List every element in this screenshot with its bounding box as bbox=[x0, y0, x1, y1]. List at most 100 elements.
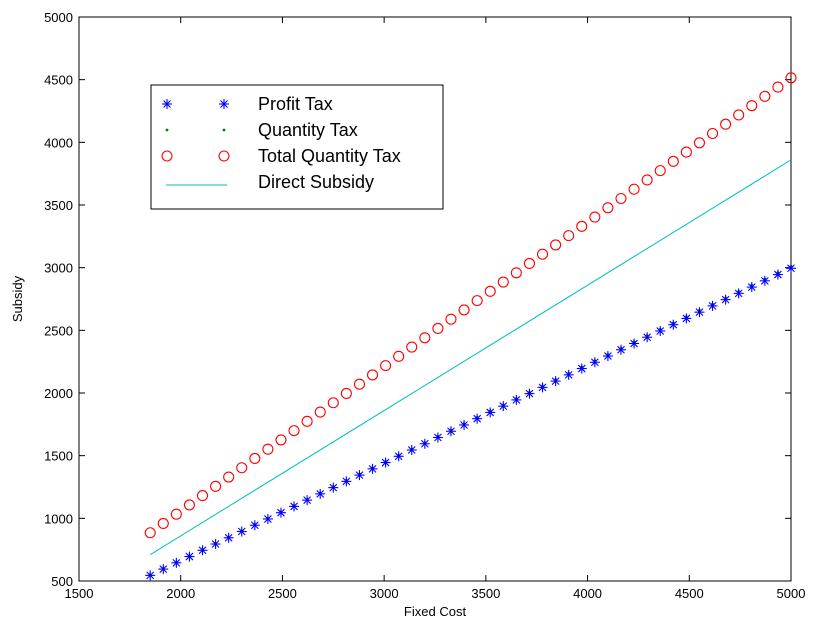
series-direct-subsidy bbox=[149, 159, 792, 556]
data-point bbox=[419, 438, 430, 449]
data-point bbox=[458, 304, 470, 316]
asterisk-stroke bbox=[512, 396, 521, 404]
data-point bbox=[615, 344, 626, 355]
data-point bbox=[183, 499, 195, 511]
data-point bbox=[445, 426, 456, 437]
asterisk-stroke bbox=[473, 414, 482, 423]
data-point bbox=[680, 146, 692, 158]
data-point bbox=[459, 419, 470, 430]
data-point bbox=[485, 407, 496, 418]
data-point bbox=[733, 109, 745, 121]
legend-marker bbox=[219, 99, 229, 109]
legend-marker bbox=[218, 150, 230, 162]
legend-box bbox=[150, 84, 444, 210]
data-point bbox=[602, 202, 614, 214]
data-point bbox=[249, 520, 260, 531]
data-point bbox=[706, 127, 719, 140]
asterisk-stroke bbox=[224, 533, 233, 542]
data-point bbox=[550, 239, 562, 251]
data-point bbox=[524, 388, 535, 399]
y-tick-label: 1000 bbox=[44, 511, 73, 526]
x-tick-label: 3000 bbox=[370, 586, 399, 601]
data-point bbox=[302, 495, 313, 506]
data-point bbox=[786, 263, 796, 274]
data-point bbox=[354, 470, 365, 481]
data-point bbox=[693, 137, 706, 149]
data-point bbox=[223, 532, 234, 543]
data-point bbox=[576, 220, 588, 232]
data-point bbox=[563, 369, 574, 380]
data-point bbox=[275, 434, 287, 446]
data-point bbox=[262, 443, 274, 455]
data-point bbox=[746, 282, 757, 293]
x-tick-label: 3500 bbox=[471, 586, 500, 601]
asterisk-stroke bbox=[277, 508, 285, 517]
data-point bbox=[262, 513, 273, 524]
data-point bbox=[144, 527, 156, 539]
data-point bbox=[236, 526, 247, 537]
data-point bbox=[236, 462, 248, 474]
asterisk-stroke bbox=[656, 327, 665, 335]
asterisk-stroke bbox=[604, 352, 612, 360]
data-point bbox=[484, 285, 496, 297]
x-tick-label: 4500 bbox=[675, 586, 704, 601]
data-point bbox=[642, 332, 653, 343]
data-point bbox=[340, 387, 352, 400]
data-point bbox=[641, 174, 653, 186]
legend-item: Direct Subsidy bbox=[166, 172, 374, 192]
asterisk-stroke bbox=[695, 308, 704, 317]
legend-item: Total Quantity Tax bbox=[161, 146, 401, 166]
data-point bbox=[406, 445, 417, 456]
series-line bbox=[149, 159, 792, 556]
data-point bbox=[498, 401, 509, 412]
asterisk-stroke bbox=[564, 370, 573, 379]
asterisk-stroke bbox=[342, 477, 351, 486]
asterisk-stroke bbox=[146, 571, 155, 580]
y-tick-label: 4000 bbox=[44, 135, 73, 150]
data-point bbox=[171, 557, 182, 568]
asterisk-stroke bbox=[250, 521, 259, 530]
y-tick-label: 3500 bbox=[44, 198, 73, 213]
asterisk-stroke bbox=[460, 421, 468, 429]
data-point bbox=[472, 413, 483, 424]
data-point bbox=[772, 269, 783, 280]
data-point bbox=[197, 545, 208, 556]
series-layer bbox=[144, 72, 797, 581]
legend-marker bbox=[162, 99, 172, 109]
asterisk-stroke bbox=[163, 100, 171, 108]
x-tick-label: 2000 bbox=[166, 586, 195, 601]
y-tick-label: 1500 bbox=[44, 449, 73, 464]
series-total-quantity-tax bbox=[144, 72, 797, 539]
asterisk-stroke bbox=[538, 383, 547, 392]
asterisk-stroke bbox=[290, 502, 298, 511]
asterisk-stroke bbox=[407, 446, 416, 454]
data-point bbox=[406, 341, 418, 353]
x-axis-label: Fixed Cost bbox=[404, 604, 467, 619]
data-point bbox=[759, 90, 771, 102]
asterisk-stroke bbox=[525, 389, 534, 398]
legend-item: Profit Tax bbox=[162, 94, 333, 114]
data-point bbox=[694, 307, 705, 318]
data-point bbox=[589, 357, 600, 368]
data-point bbox=[589, 211, 601, 223]
legend-label: Total Quantity Tax bbox=[258, 146, 401, 166]
data-point bbox=[523, 257, 535, 270]
data-point bbox=[419, 332, 431, 344]
asterisk-stroke bbox=[486, 408, 495, 417]
x-tick-label: 4000 bbox=[573, 586, 602, 601]
data-point bbox=[288, 425, 300, 437]
data-point bbox=[667, 155, 679, 167]
data-point bbox=[550, 376, 561, 387]
asterisk-stroke bbox=[721, 295, 730, 304]
data-point bbox=[301, 415, 313, 427]
asterisk-stroke bbox=[303, 496, 312, 505]
data-point bbox=[393, 350, 405, 362]
data-point bbox=[759, 275, 770, 286]
data-point bbox=[314, 406, 326, 418]
data-point bbox=[289, 501, 300, 512]
legend-label: Quantity Tax bbox=[258, 120, 358, 140]
legend-marker bbox=[161, 150, 173, 162]
data-point bbox=[720, 294, 731, 305]
data-point bbox=[615, 192, 627, 205]
asterisk-stroke bbox=[617, 345, 625, 354]
